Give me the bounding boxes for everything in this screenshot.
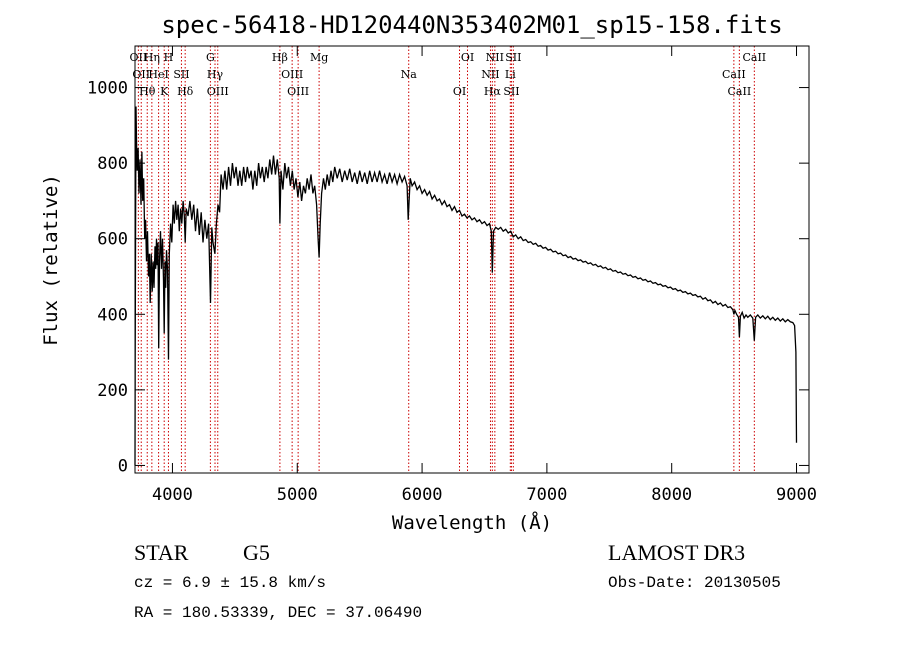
y-tick-label: 1000 — [87, 79, 128, 99]
x-axis-label: Wavelength (Å) — [392, 511, 552, 534]
x-tick-label: 6000 — [402, 485, 443, 505]
marker-label: K — [160, 85, 169, 98]
marker-label: Hη — [144, 51, 160, 64]
x-tick-label: 4000 — [152, 485, 193, 505]
marker-label: NII — [486, 51, 504, 64]
survey-name: LAMOST DR3 — [608, 540, 746, 565]
y-tick-label: 600 — [97, 230, 128, 250]
chart-title: spec-56418-HD120440N353402M01_sp15-158.f… — [161, 11, 782, 39]
marker-label: Hγ — [207, 68, 224, 81]
y-tick-label: 400 — [97, 305, 128, 325]
line-marker-labels: OII OII Hθ Hη HeI K H SII Hδ G Hγ OIII Hβ OIII OIII Mg N… — [130, 51, 767, 98]
marker-label: CaII — [742, 51, 766, 64]
y-tick-label: 200 — [97, 381, 128, 401]
marker-label: Hδ — [177, 85, 194, 98]
object-class: STAR — [134, 540, 189, 565]
x-tick-label: 8000 — [651, 485, 692, 505]
x-tick-label: 7000 — [526, 485, 567, 505]
obs-date-text: Obs-Date: 20130505 — [608, 574, 781, 592]
flux-series-line — [134, 106, 798, 466]
redshift-text: cz = 6.9 ± 15.8 km/s — [134, 574, 327, 592]
marker-label: SII — [503, 85, 519, 98]
marker-label: Li — [505, 68, 516, 81]
marker-label: Mg — [310, 51, 328, 64]
y-axis-label: Flux (relative) — [40, 174, 62, 346]
marker-label: HeI — [148, 68, 168, 81]
marker-label: CaII — [722, 68, 746, 81]
marker-label: G — [206, 51, 215, 64]
x-tick-label: 9000 — [776, 485, 817, 505]
marker-label: SII — [505, 51, 521, 64]
marker-label: CaII — [728, 85, 752, 98]
marker-label: OII — [132, 68, 150, 81]
object-subclass: G5 — [243, 540, 270, 565]
marker-label: OIII — [281, 68, 303, 81]
marker-label: Hα — [484, 85, 502, 98]
marker-label: OIII — [207, 85, 229, 98]
x-tick-label: 5000 — [277, 485, 318, 505]
marker-label: Na — [401, 68, 418, 81]
marker-label: OI — [453, 85, 466, 98]
marker-label: H — [164, 51, 174, 64]
marker-label: NII — [481, 68, 499, 81]
y-tick-label: 0 — [118, 456, 128, 476]
x-axis-ticks: 4000 5000 6000 7000 8000 9000 — [152, 46, 817, 505]
plot-frame — [134, 45, 810, 474]
coords-text: RA = 180.53339, DEC = 37.06490 — [134, 604, 423, 622]
line-markers — [137, 46, 755, 473]
marker-label: Hβ — [272, 51, 288, 64]
y-axis-ticks: 0 200 400 600 800 1000 — [87, 79, 809, 476]
marker-label: OII — [130, 51, 148, 64]
marker-label: OI — [461, 51, 474, 64]
marker-label: OIII — [287, 85, 309, 98]
y-tick-label: 800 — [97, 154, 128, 174]
marker-label: SII — [173, 68, 189, 81]
marker-label: Hθ — [139, 85, 156, 98]
